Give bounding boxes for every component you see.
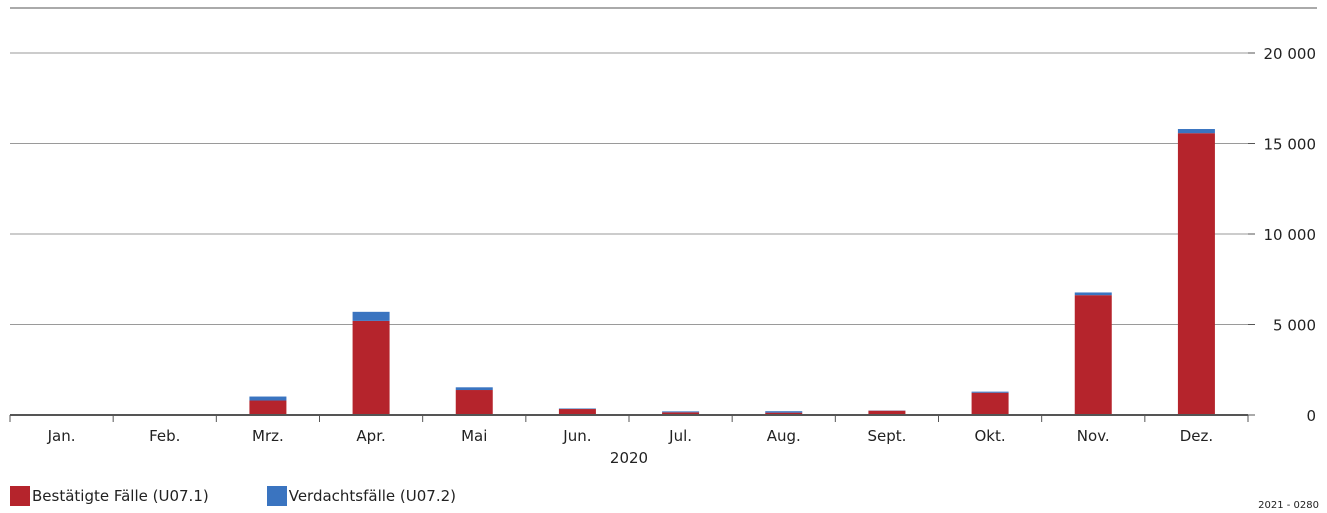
y-axis: 0 5 000 10 000 15 000 20 000 [1248,45,1316,425]
x-group-label: 2020 [610,449,648,467]
bar-suspected-6 [662,411,700,413]
y-tick-label: 15 000 [1264,136,1317,154]
bar-suspected-3 [352,311,390,321]
bar-suspected-9 [971,391,1009,393]
y-tick-label: 5 000 [1273,317,1316,335]
legend-swatch-confirmed [10,486,30,506]
legend-item-suspected: Verdachtsfälle (U07.2) [266,486,456,506]
x-tick-label: Okt. [975,427,1006,445]
bar-suspected-11 [1177,129,1215,134]
grid-lines [10,52,1248,325]
x-tick-label: Nov. [1077,427,1110,445]
x-tick-label: Feb. [149,427,180,445]
bar-confirmed-5 [558,409,596,415]
x-tick-label: Jan. [47,427,76,445]
bar-confirmed-11 [1177,133,1215,416]
x-tick-label: Sept. [867,427,906,445]
x-tick-label: Aug. [767,427,801,445]
bar-confirmed-6 [662,412,700,415]
x-tick-label: Jun. [562,427,591,445]
bar-confirmed-10 [1074,295,1112,415]
y-tick-label: 10 000 [1264,226,1317,244]
legend-item-confirmed: Bestätigte Fälle (U07.1) [10,486,209,506]
legend-label-confirmed: Bestätigte Fälle (U07.1) [32,487,209,505]
bar-confirmed-9 [971,392,1009,415]
bar-suspected-5 [558,408,596,410]
legend: Bestätigte Fälle (U07.1) Verdachtsfälle … [10,486,514,506]
x-tick-label: Jul. [668,427,692,445]
bar-confirmed-7 [765,412,803,415]
x-axis: Jan. Feb. Mrz. Apr. Mai Jun. Jul. Aug. Sept. Okt.… [9,414,1249,467]
x-tick-label: Dez. [1180,427,1213,445]
y-tick-label: 0 [1306,407,1316,425]
y-tick-label: 20 000 [1264,45,1317,63]
bars-group [146,129,1215,416]
bar-suspected-2 [249,396,287,401]
legend-label-suspected: Verdachtsfälle (U07.2) [288,487,456,505]
bar-suspected-4 [455,387,493,391]
source-code: 2021 - 0280 [1258,500,1319,511]
bar-confirmed-8 [868,410,906,415]
legend-swatch-suspected [266,486,287,506]
bar-suspected-7 [765,411,803,413]
x-tick-label: Apr. [356,427,385,445]
bar-confirmed-4 [455,390,493,415]
x-tick-label: Mrz. [252,427,284,445]
bar-confirmed-3 [352,320,390,415]
bar-confirmed-2 [249,400,287,415]
x-tick-label: Mai [461,427,487,445]
bar-chart: Jan. Feb. Mrz. Apr. Mai Jun. Jul. Aug. Sept. Okt.… [9,7,1317,467]
bar-suspected-10 [1074,292,1112,296]
